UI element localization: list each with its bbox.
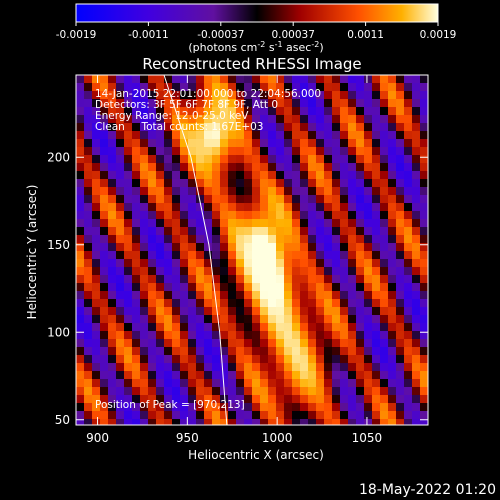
colorbar-ticks: -0.0019 -0.0011 -0.00037 0.00037 0.0011 0.001… [56,22,457,41]
colorbar-tick-label: 0.0019 [420,29,457,41]
x-axis-label: Heliocentric X (arcsec) [188,448,324,462]
y-axis-label: Heliocentric Y (arcsec) [25,185,39,320]
x-tick-label: 1050 [352,431,383,445]
y-axis-ticks: 50 100 150 200 [47,150,428,427]
y-tick-label: 50 [55,413,70,427]
x-tick-label: 900 [86,431,109,445]
energy-range-text: Energy Range: 12.0-25.0 keV [95,110,249,122]
x-axis-ticks: 900 950 1000 1050 [86,75,382,445]
colorbar-tick-label: 0.0011 [347,29,384,41]
colorbar-tick-label: -0.0011 [128,29,169,41]
footer-date: 18-May-2022 01:20 [359,482,496,498]
plot-frame [75,74,429,426]
peak-position-text: Position of Peak = [970,213] [95,399,245,411]
colorbar-unit-label: (photons cm-2 s-1 asec-2) [188,40,323,54]
colorbar-tick-label: -0.00037 [197,29,244,41]
time-range-text: 14-Jan-2015 22:01:00.000 to 22:04:56.000 [95,88,321,100]
solar-limb-curve [163,75,228,425]
heatmap-image [76,75,428,425]
y-tick-label: 200 [47,150,70,164]
x-tick-label: 1000 [262,431,293,445]
annotation-block: 14-Jan-2015 22:01:00.000 to 22:04:56.000… [95,88,321,411]
colorbar-tick-label: -0.0019 [56,29,97,41]
y-tick-label: 150 [47,238,70,252]
x-tick-label: 950 [176,431,199,445]
colorbar-tick-label: 0.00037 [271,29,314,41]
clean-counts-text: Clean Total counts: 1.67E+03 [95,121,264,133]
colorbar [75,3,439,23]
chart-title: Reconstructed RHESSI Image [142,55,361,73]
y-tick-label: 100 [47,325,70,339]
detectors-text: Detectors: 3F 5F 6F 7F 8F 9F, Att 0 [95,99,278,111]
